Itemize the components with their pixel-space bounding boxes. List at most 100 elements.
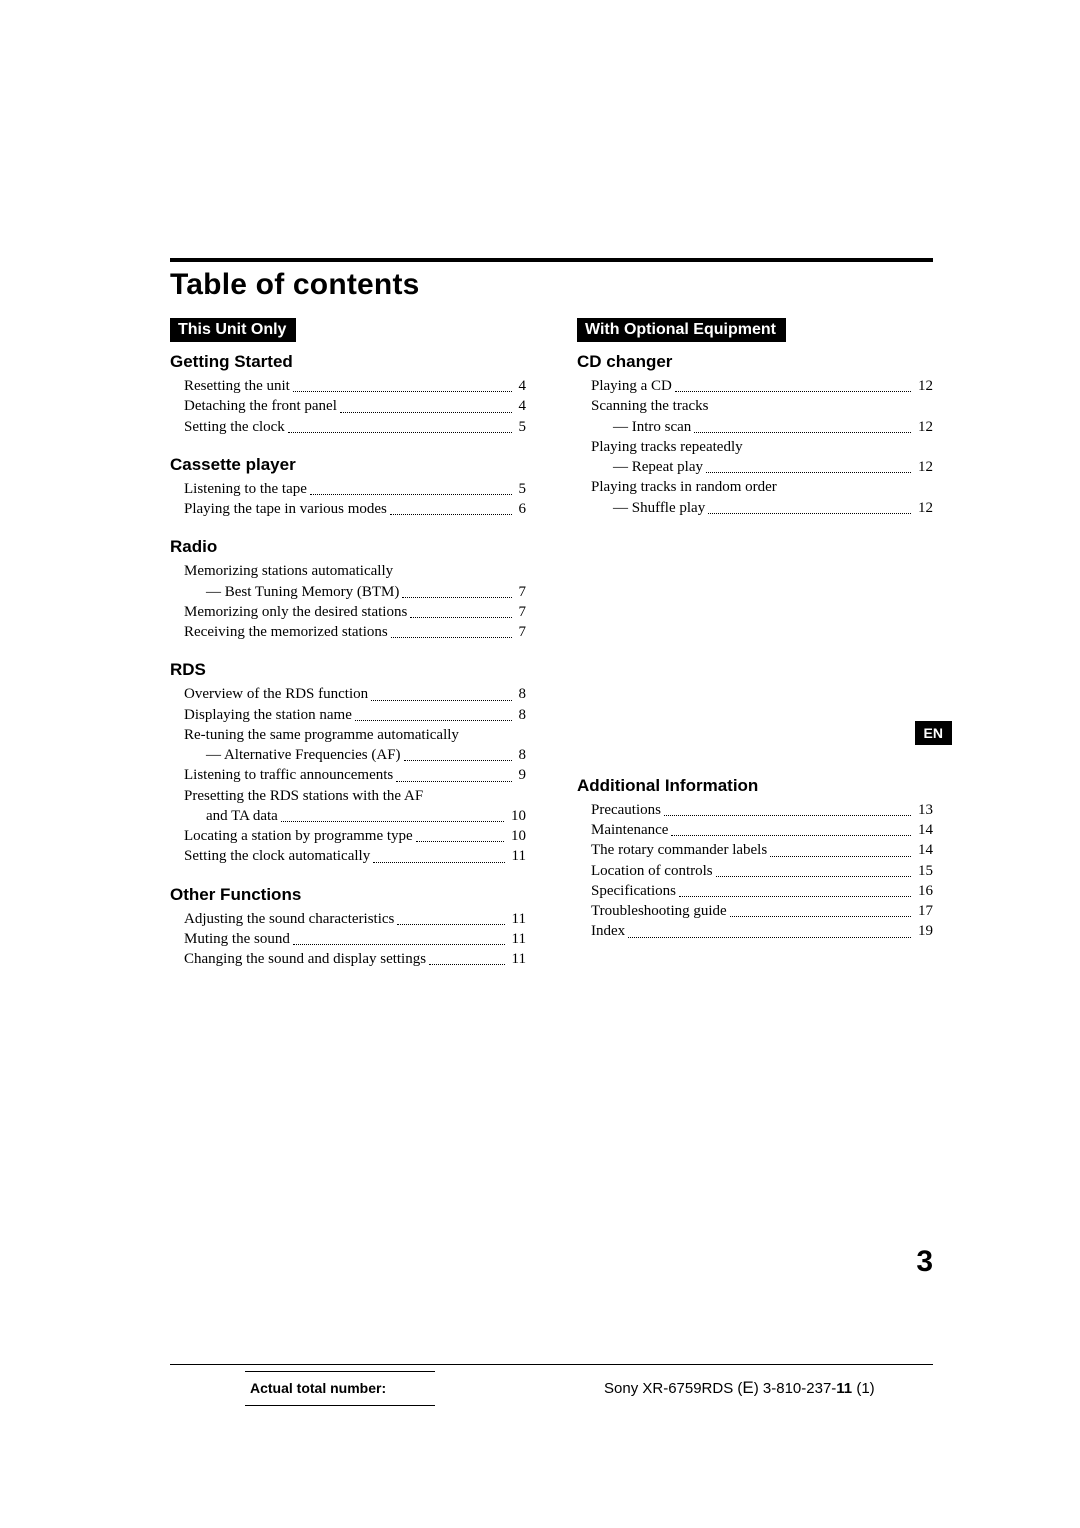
toc-list: Precautions13 Maintenance 14 The rotary c…	[577, 800, 933, 942]
toc-page-num: 16	[914, 881, 933, 901]
toc-label: Alternative Frequencies (AF)	[206, 745, 401, 765]
leader	[310, 485, 512, 496]
toc-page-num: 12	[914, 417, 933, 437]
toc-page: Table of contents This Unit Only Getting…	[0, 0, 1080, 1528]
toc-item: Location of controls15	[591, 861, 933, 881]
leader	[410, 608, 511, 619]
toc-page-num: 17	[914, 901, 933, 921]
footer-box-top	[245, 1371, 435, 1372]
leader	[404, 751, 512, 762]
toc-item: Presetting the RDS stations with the AF …	[184, 786, 526, 827]
toc-label: Repeat play	[613, 457, 703, 477]
toc-label: Resetting the unit	[184, 376, 290, 396]
toc-label: Specifications	[591, 881, 676, 901]
toc-label: Changing the sound and display settings	[184, 949, 426, 969]
toc-list: Memorizing stations automatically Best T…	[170, 561, 526, 642]
toc-list: Overview of the RDS function 8 Displaying…	[170, 684, 526, 866]
footer-label: Actual total number:	[250, 1380, 386, 1396]
toc-page-num: 5	[515, 479, 527, 499]
leader	[694, 422, 911, 433]
toc-page-num: 11	[508, 949, 526, 969]
toc-label: Adjusting the sound characteristics	[184, 909, 394, 929]
toc-label: Index	[591, 921, 625, 941]
page-number: 3	[916, 1245, 933, 1279]
toc-label: Precautions	[591, 800, 661, 820]
toc-item: Re-tuning the same programme automatical…	[184, 725, 526, 745]
toc-label: Muting the sound	[184, 929, 290, 949]
toc-label: Setting the clock	[184, 417, 285, 437]
footer-rule	[170, 1364, 933, 1365]
leader	[293, 935, 505, 946]
toc-item: Changing the sound and display settings 1…	[184, 949, 526, 969]
toc-item: Overview of the RDS function 8	[184, 684, 526, 704]
leader	[288, 422, 512, 433]
subhead-other: Other Functions	[170, 885, 526, 905]
toc-columns: This Unit Only Getting Started Resetting…	[170, 318, 933, 969]
leader	[373, 852, 504, 863]
language-tab: EN	[915, 721, 952, 745]
toc-item: Specifications 16	[591, 881, 933, 901]
leader	[706, 463, 911, 474]
leader	[281, 812, 504, 823]
toc-sub: Best Tuning Memory (BTM)7	[184, 582, 526, 602]
toc-label: Overview of the RDS function	[184, 684, 368, 704]
subhead-additional: Additional Information	[577, 776, 933, 796]
leader	[716, 866, 911, 877]
toc-list: Adjusting the sound characteristics 11 Mu…	[170, 909, 526, 970]
leader	[371, 690, 511, 701]
toc-label: Playing the tape in various modes	[184, 499, 387, 519]
leader	[708, 503, 911, 514]
toc-page-num: 11	[508, 846, 526, 866]
toc-item: Resetting the unit4	[184, 376, 526, 396]
toc-page-num: 6	[515, 499, 527, 519]
leader	[664, 806, 911, 817]
toc-item: Playing tracks repeatedly	[591, 437, 933, 457]
toc-item: Precautions13	[591, 800, 933, 820]
leader	[671, 826, 911, 837]
leader	[391, 628, 512, 639]
subhead-rds: RDS	[170, 660, 526, 680]
toc-item: Setting the clock5	[184, 417, 526, 437]
toc-page-num: 11	[508, 909, 526, 929]
toc-label: The rotary commander labels	[591, 840, 767, 860]
toc-list: Listening to the tape5 Playing the tape …	[170, 479, 526, 520]
toc-page-num: 8	[515, 684, 527, 704]
toc-page-num: 14	[914, 820, 933, 840]
toc-item: Listening to traffic announcements9	[184, 765, 526, 785]
toc-page-num: 10	[507, 806, 526, 826]
leader	[340, 402, 512, 413]
leader	[416, 832, 504, 843]
toc-label: Playing a CD	[591, 376, 672, 396]
left-column: This Unit Only Getting Started Resetting…	[170, 318, 526, 969]
toc-label: Locating a station by programme type	[184, 826, 413, 846]
toc-label-wrap1: Presetting the RDS stations with the AF	[184, 786, 526, 806]
toc-label: Maintenance	[591, 820, 668, 840]
leader	[429, 955, 504, 966]
toc-item: Alternative Frequencies (AF) 8	[206, 745, 526, 765]
footer-region-code: E	[742, 1378, 753, 1397]
leader	[628, 927, 911, 938]
toc-page-num: 10	[507, 826, 526, 846]
toc-item: Displaying the station name8	[184, 705, 526, 725]
leader	[397, 914, 504, 925]
leader	[730, 907, 911, 918]
leader	[293, 382, 512, 393]
toc-item: Detaching the front panel 4	[184, 396, 526, 416]
toc-label: Setting the clock automatically	[184, 846, 370, 866]
toc-label: Receiving the memorized stations	[184, 622, 388, 642]
toc-page-num: 12	[914, 457, 933, 477]
toc-label: Memorizing stations automatically	[184, 561, 393, 581]
toc-page-num: 9	[515, 765, 527, 785]
toc-label: Playing tracks repeatedly	[591, 437, 743, 457]
toc-page-num: 8	[515, 745, 527, 765]
toc-page-num: 4	[515, 396, 527, 416]
toc-item: Best Tuning Memory (BTM)7	[206, 582, 526, 602]
leader	[675, 382, 911, 393]
toc-item: Scanning the tracks	[591, 396, 933, 416]
toc-item: Playing tracks in random order	[591, 477, 933, 497]
footer-product-info: Sony XR-6759RDS (E) 3-810-237-11 (1)	[604, 1378, 875, 1398]
subhead-cassette: Cassette player	[170, 455, 526, 475]
toc-label: Detaching the front panel	[184, 396, 337, 416]
toc-item: Repeat play 12	[613, 457, 933, 477]
toc-label: Shuffle play	[613, 498, 705, 518]
